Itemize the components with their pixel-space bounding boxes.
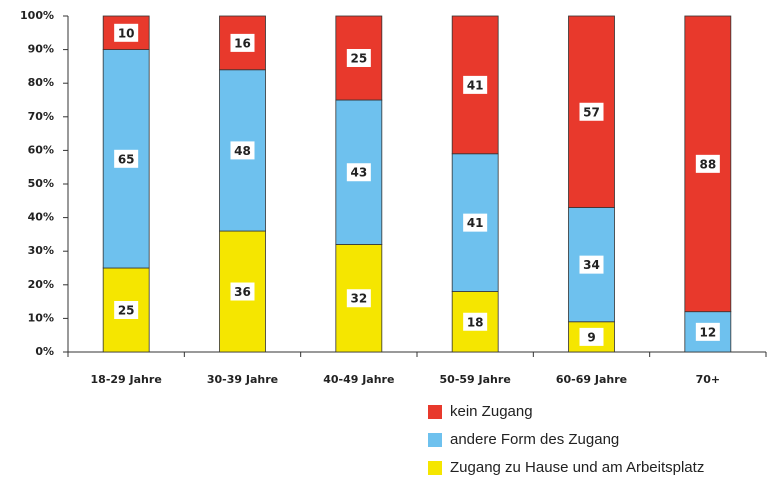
value-label-box (114, 149, 139, 168)
y-tick-label: 30% (28, 244, 54, 257)
y-tick-label: 50% (28, 177, 54, 190)
value-label: 41 (467, 78, 484, 92)
y-tick-label: 20% (28, 278, 54, 291)
value-label-box (230, 282, 255, 301)
legend-swatch (428, 433, 442, 447)
value-label: 12 (699, 325, 716, 339)
value-label-box (114, 23, 139, 42)
value-label: 25 (118, 304, 135, 318)
value-label: 43 (350, 166, 367, 180)
value-label-box (579, 255, 604, 274)
value-label: 41 (467, 216, 484, 230)
value-label-box (579, 102, 604, 121)
legend-swatch (428, 461, 442, 475)
y-tick-label: 0% (35, 345, 54, 358)
value-label-box (230, 141, 255, 160)
value-label-box (463, 75, 488, 94)
value-label: 57 (583, 105, 600, 119)
value-label-box (230, 33, 255, 52)
value-label: 16 (234, 36, 251, 50)
value-label-box (463, 213, 488, 232)
value-label-box (114, 301, 139, 319)
y-tick-label: 90% (28, 43, 54, 56)
value-label: 10 (118, 26, 135, 40)
y-tick-label: 70% (28, 110, 54, 123)
y-tick-label: 80% (28, 76, 54, 89)
y-tick-label: 100% (20, 9, 54, 22)
value-label-box (579, 327, 604, 346)
x-tick-label: 30-39 Jahre (207, 373, 278, 386)
legend-swatch (428, 405, 442, 419)
y-tick-label: 60% (28, 143, 54, 156)
value-label-box (346, 163, 371, 182)
value-label: 32 (350, 292, 367, 306)
value-label: 36 (234, 285, 251, 299)
value-label: 34 (583, 258, 600, 272)
value-label-box (695, 322, 720, 341)
x-tick-label: 50-59 Jahre (440, 373, 511, 386)
x-tick-label: 40-49 Jahre (323, 373, 394, 386)
legend-label: andere Form des Zugang (450, 431, 619, 448)
value-label: 9 (587, 330, 595, 344)
legend-label: Zugang zu Hause und am Arbeitsplatz (450, 459, 704, 476)
value-label-box (346, 49, 371, 67)
value-label: 25 (350, 52, 367, 66)
x-tick-label: 70+ (696, 373, 721, 386)
value-label-box (695, 154, 720, 173)
value-label: 48 (234, 144, 251, 158)
x-tick-label: 60-69 Jahre (556, 373, 627, 386)
value-label: 65 (118, 152, 135, 166)
value-label-box (346, 289, 371, 308)
value-label: 18 (467, 315, 484, 329)
y-tick-label: 10% (28, 311, 54, 324)
y-tick-label: 40% (28, 211, 54, 224)
value-label-box (463, 312, 488, 331)
value-label: 88 (699, 157, 716, 171)
legend-label: kein Zugang (450, 403, 533, 420)
x-tick-label: 18-29 Jahre (91, 373, 162, 386)
